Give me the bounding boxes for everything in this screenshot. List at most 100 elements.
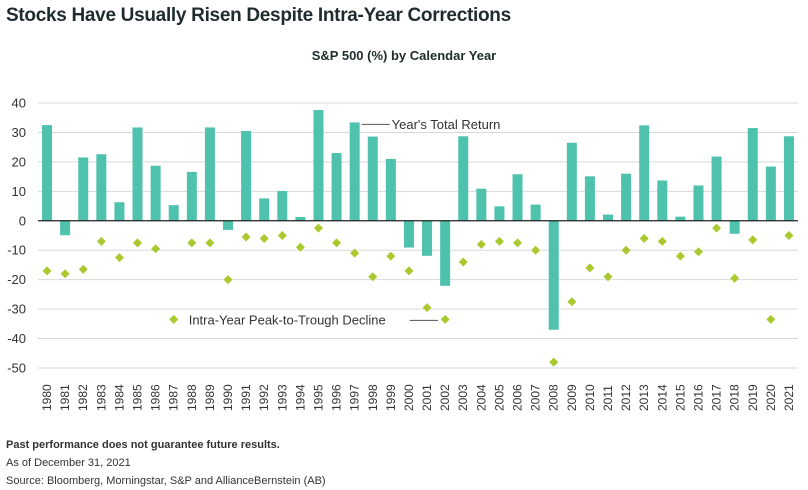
decline-diamond <box>133 238 143 248</box>
total-return-annotation: Year's Total Return <box>392 117 501 132</box>
x-tick-label: 1993 <box>275 384 289 411</box>
decline-diamond <box>440 314 450 324</box>
decline-markers <box>42 223 794 367</box>
y-tick-label: 0 <box>19 213 26 228</box>
decline-diamond <box>494 236 504 246</box>
return-bar <box>458 136 469 221</box>
x-tick-label: 2018 <box>728 384 742 411</box>
return-bar <box>96 154 107 221</box>
decline-diamond <box>187 238 197 248</box>
return-bar <box>783 136 794 221</box>
decline-diamond <box>567 297 577 307</box>
y-tick-label: 40 <box>12 96 26 111</box>
return-bar <box>729 220 740 234</box>
decline-diamond <box>96 236 106 246</box>
x-tick-label: 1987 <box>167 384 181 411</box>
return-bar <box>548 220 559 330</box>
decline-diamond <box>295 242 305 252</box>
return-bar <box>693 185 704 221</box>
x-tick-label: 2005 <box>492 384 506 411</box>
y-tick-label: -10 <box>7 243 26 258</box>
x-tick-label: 1982 <box>76 384 90 411</box>
x-tick-label: 2017 <box>710 384 724 411</box>
return-bar <box>114 202 125 221</box>
x-tick-label: 2007 <box>529 384 543 411</box>
return-bar <box>132 127 143 221</box>
return-bar <box>711 156 722 221</box>
x-tick-label: 2013 <box>637 384 651 411</box>
x-tick-label: 1986 <box>149 384 163 411</box>
decline-diamond <box>657 236 667 246</box>
x-tick-label: 1991 <box>239 384 253 411</box>
return-bar <box>259 198 270 221</box>
y-tick-label: 10 <box>12 184 26 199</box>
decline-diamond <box>766 314 776 324</box>
x-tick-label: 2011 <box>601 385 615 411</box>
x-tick-label: 2003 <box>456 384 470 411</box>
x-tick-label: 1996 <box>330 384 344 411</box>
chart-title: Stocks Have Usually Risen Despite Intra-… <box>6 5 511 26</box>
decline-diamond <box>42 266 52 276</box>
x-tick-label: 2019 <box>746 384 760 411</box>
x-tick-label: 1995 <box>311 384 325 411</box>
decline-diamond <box>603 272 613 282</box>
decline-annotation: Intra-Year Peak-to-Trough Decline <box>189 312 386 327</box>
x-tick-label: 1983 <box>94 384 108 411</box>
y-tick-label: -20 <box>7 272 26 287</box>
x-tick-label: 1980 <box>40 384 54 411</box>
decline-diamond <box>404 266 414 276</box>
x-tick-label: 2012 <box>619 384 633 411</box>
x-tick-label: 2010 <box>583 384 597 411</box>
decline-diamond <box>259 233 269 243</box>
y-tick-label: -40 <box>7 331 26 346</box>
decline-diamond <box>114 253 124 263</box>
x-tick-label: 1988 <box>185 384 199 411</box>
footer: Past performance does not guarantee futu… <box>6 436 326 490</box>
return-bar <box>60 220 71 236</box>
decline-diamond <box>531 245 541 255</box>
return-bar <box>403 220 414 248</box>
x-tick-label: 1997 <box>348 384 362 411</box>
x-tick-label: 2002 <box>438 384 452 411</box>
return-bar <box>512 174 523 221</box>
x-tick-label: 2009 <box>565 384 579 411</box>
decline-diamond <box>241 232 251 242</box>
return-bar <box>621 173 632 221</box>
return-bar <box>422 220 433 256</box>
return-bar <box>747 128 758 221</box>
decline-diamond <box>151 244 161 254</box>
return-bar <box>78 157 89 221</box>
return-bar <box>765 166 776 221</box>
decline-diamond <box>386 251 396 261</box>
decline-diamond <box>332 238 342 248</box>
decline-diamond <box>513 238 523 248</box>
y-tick-label: -50 <box>7 361 26 376</box>
y-tick-label: 30 <box>12 125 26 140</box>
return-bar <box>42 125 53 221</box>
x-tick-label: 1998 <box>366 384 380 411</box>
y-tick-label: -30 <box>7 302 26 317</box>
return-bar <box>675 216 686 221</box>
return-bar <box>367 136 378 221</box>
return-bar <box>349 122 360 221</box>
x-tick-label: 1984 <box>112 384 126 411</box>
decline-diamond <box>621 245 631 255</box>
x-tick-label: 2020 <box>764 384 778 411</box>
return-bar <box>440 220 451 286</box>
return-bar <box>277 191 288 221</box>
return-bar <box>150 165 161 221</box>
x-tick-label: 2000 <box>402 384 416 411</box>
x-tick-label: 1989 <box>203 384 217 411</box>
decline-diamond <box>350 248 360 258</box>
chart-subtitle: S&P 500 (%) by Calendar Year <box>311 48 497 63</box>
return-bar <box>204 127 215 221</box>
return-bar <box>639 125 650 221</box>
return-bar <box>584 176 595 221</box>
y-axis: 40 30 20 10 0 -10 -20 -30 -40 -50 <box>7 96 26 376</box>
return-bar <box>313 110 324 221</box>
decline-diamond <box>585 263 595 273</box>
x-axis: 1980 1981 1982 1983 1984 1985 1986 1987 1988 1989… <box>40 384 796 411</box>
decline-diamond <box>784 231 794 240</box>
decline-diamond <box>458 257 468 267</box>
